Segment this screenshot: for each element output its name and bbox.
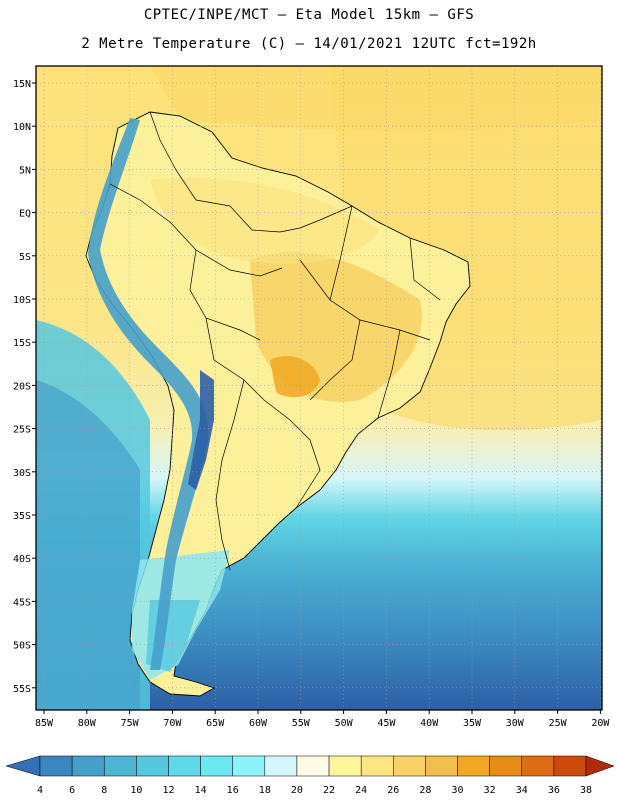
lat-label: 40S	[13, 554, 31, 565]
colorbar-label: 38	[580, 785, 592, 796]
colorbar-label: 24	[355, 785, 367, 796]
map-title-line2: 2 Metre Temperature (C) – 14/01/2021 12U…	[81, 36, 537, 52]
colorbar-swatch	[103, 755, 137, 777]
lon-label: 65W	[206, 718, 225, 729]
lon-label: 20W	[591, 718, 610, 729]
lon-label: 45W	[377, 718, 396, 729]
lat-label: 15N	[13, 79, 31, 90]
lat-label: 45S	[13, 597, 31, 608]
amazon-warm-region	[150, 177, 380, 264]
lat-label: 20S	[13, 381, 31, 392]
colorbar-label: 34	[516, 785, 528, 796]
colorbar-label: 22	[323, 785, 335, 796]
colorbar-label: 4	[37, 785, 43, 796]
pacific-cold-region	[36, 380, 140, 710]
map-plot-area	[36, 66, 602, 710]
colorbar-label: 20	[291, 785, 303, 796]
colorbar-swatch	[521, 755, 555, 777]
lon-label: 30W	[506, 718, 525, 729]
colorbar-swatch	[168, 755, 201, 777]
lon-label: 70W	[163, 718, 182, 729]
temperature-colorbar: 4 6 8 10 12 14 16 18 20 22 24 26 28 30 32 34 36 38	[5, 755, 615, 796]
lat-label: 10S	[13, 295, 31, 306]
lat-label: 5S	[19, 252, 31, 263]
lon-label: 25W	[549, 718, 568, 729]
colorbar-swatch	[296, 755, 330, 777]
colorbar-label: 32	[484, 785, 496, 796]
colorbar-label: 30	[452, 785, 464, 796]
andes-cold-ridge	[88, 118, 209, 670]
lat-label: EQ	[19, 209, 31, 220]
lat-label: 15S	[13, 338, 31, 349]
hot-spot-region	[270, 356, 320, 398]
map-title-line1: CPTEC/INPE/MCT – Eta Model 15km – GFS	[143, 7, 475, 23]
colorbar-under-triangle	[5, 755, 41, 777]
colorbar-label: 14	[195, 785, 207, 796]
colorbar-swatch	[232, 755, 266, 777]
map-frame	[35, 65, 603, 711]
lat-label: 35S	[13, 511, 31, 522]
lat-label: 30S	[13, 468, 31, 479]
colorbar-swatch	[200, 755, 233, 777]
lon-label: 75W	[121, 718, 140, 729]
lon-label: 60W	[249, 718, 268, 729]
colorbar-swatch	[393, 755, 426, 777]
colorbar-swatch	[328, 755, 362, 777]
caribbean-warm-region	[150, 66, 602, 132]
colorbar-label: 12	[162, 785, 174, 796]
colorbar-label: 36	[548, 785, 560, 796]
colorbar-swatch	[425, 755, 458, 777]
longitude-labels: 85W 80W 75W 70W 65W 60W 55W 50W 45W 40W 35W 30W 25W 2…	[35, 710, 610, 729]
colorbar-swatch	[360, 755, 394, 777]
colorbar-label: 16	[227, 785, 239, 796]
colorbar-over-triangle	[585, 755, 615, 777]
graticule	[36, 66, 602, 710]
lon-label: 35W	[463, 718, 482, 729]
colorbar-swatch	[553, 755, 587, 777]
lon-label: 40W	[420, 718, 439, 729]
lon-label: 85W	[35, 718, 54, 729]
colorbar-label: 26	[387, 785, 399, 796]
colorbar-swatch	[457, 755, 490, 777]
colorbar-swatch	[136, 755, 169, 777]
lat-label: 25S	[13, 425, 31, 436]
lon-label: 55W	[292, 718, 311, 729]
colorbar-swatch	[489, 755, 523, 777]
colorbar-swatch	[71, 755, 105, 777]
colorbar-swatch	[264, 755, 298, 777]
latitude-labels: 15N 10N 5N EQ 5S 10S 15S 20S 25S 30S 35S 40S 45S 50S 5…	[13, 79, 36, 695]
colorbar-swatch	[39, 755, 73, 777]
lat-label: 10N	[13, 122, 31, 133]
lon-label: 80W	[78, 718, 97, 729]
colorbar-label: 8	[101, 785, 107, 796]
andes-coldest-core	[188, 370, 214, 490]
colorbar-label: 6	[69, 785, 75, 796]
colorbar-label: 18	[259, 785, 271, 796]
lat-label: 50S	[13, 641, 31, 652]
colorbar-label: 10	[130, 785, 142, 796]
lat-label: 5N	[19, 165, 31, 176]
colorbar-label: 28	[419, 785, 431, 796]
lon-label: 50W	[335, 718, 354, 729]
lat-label: 55S	[13, 684, 31, 695]
country-borders	[109, 111, 441, 571]
